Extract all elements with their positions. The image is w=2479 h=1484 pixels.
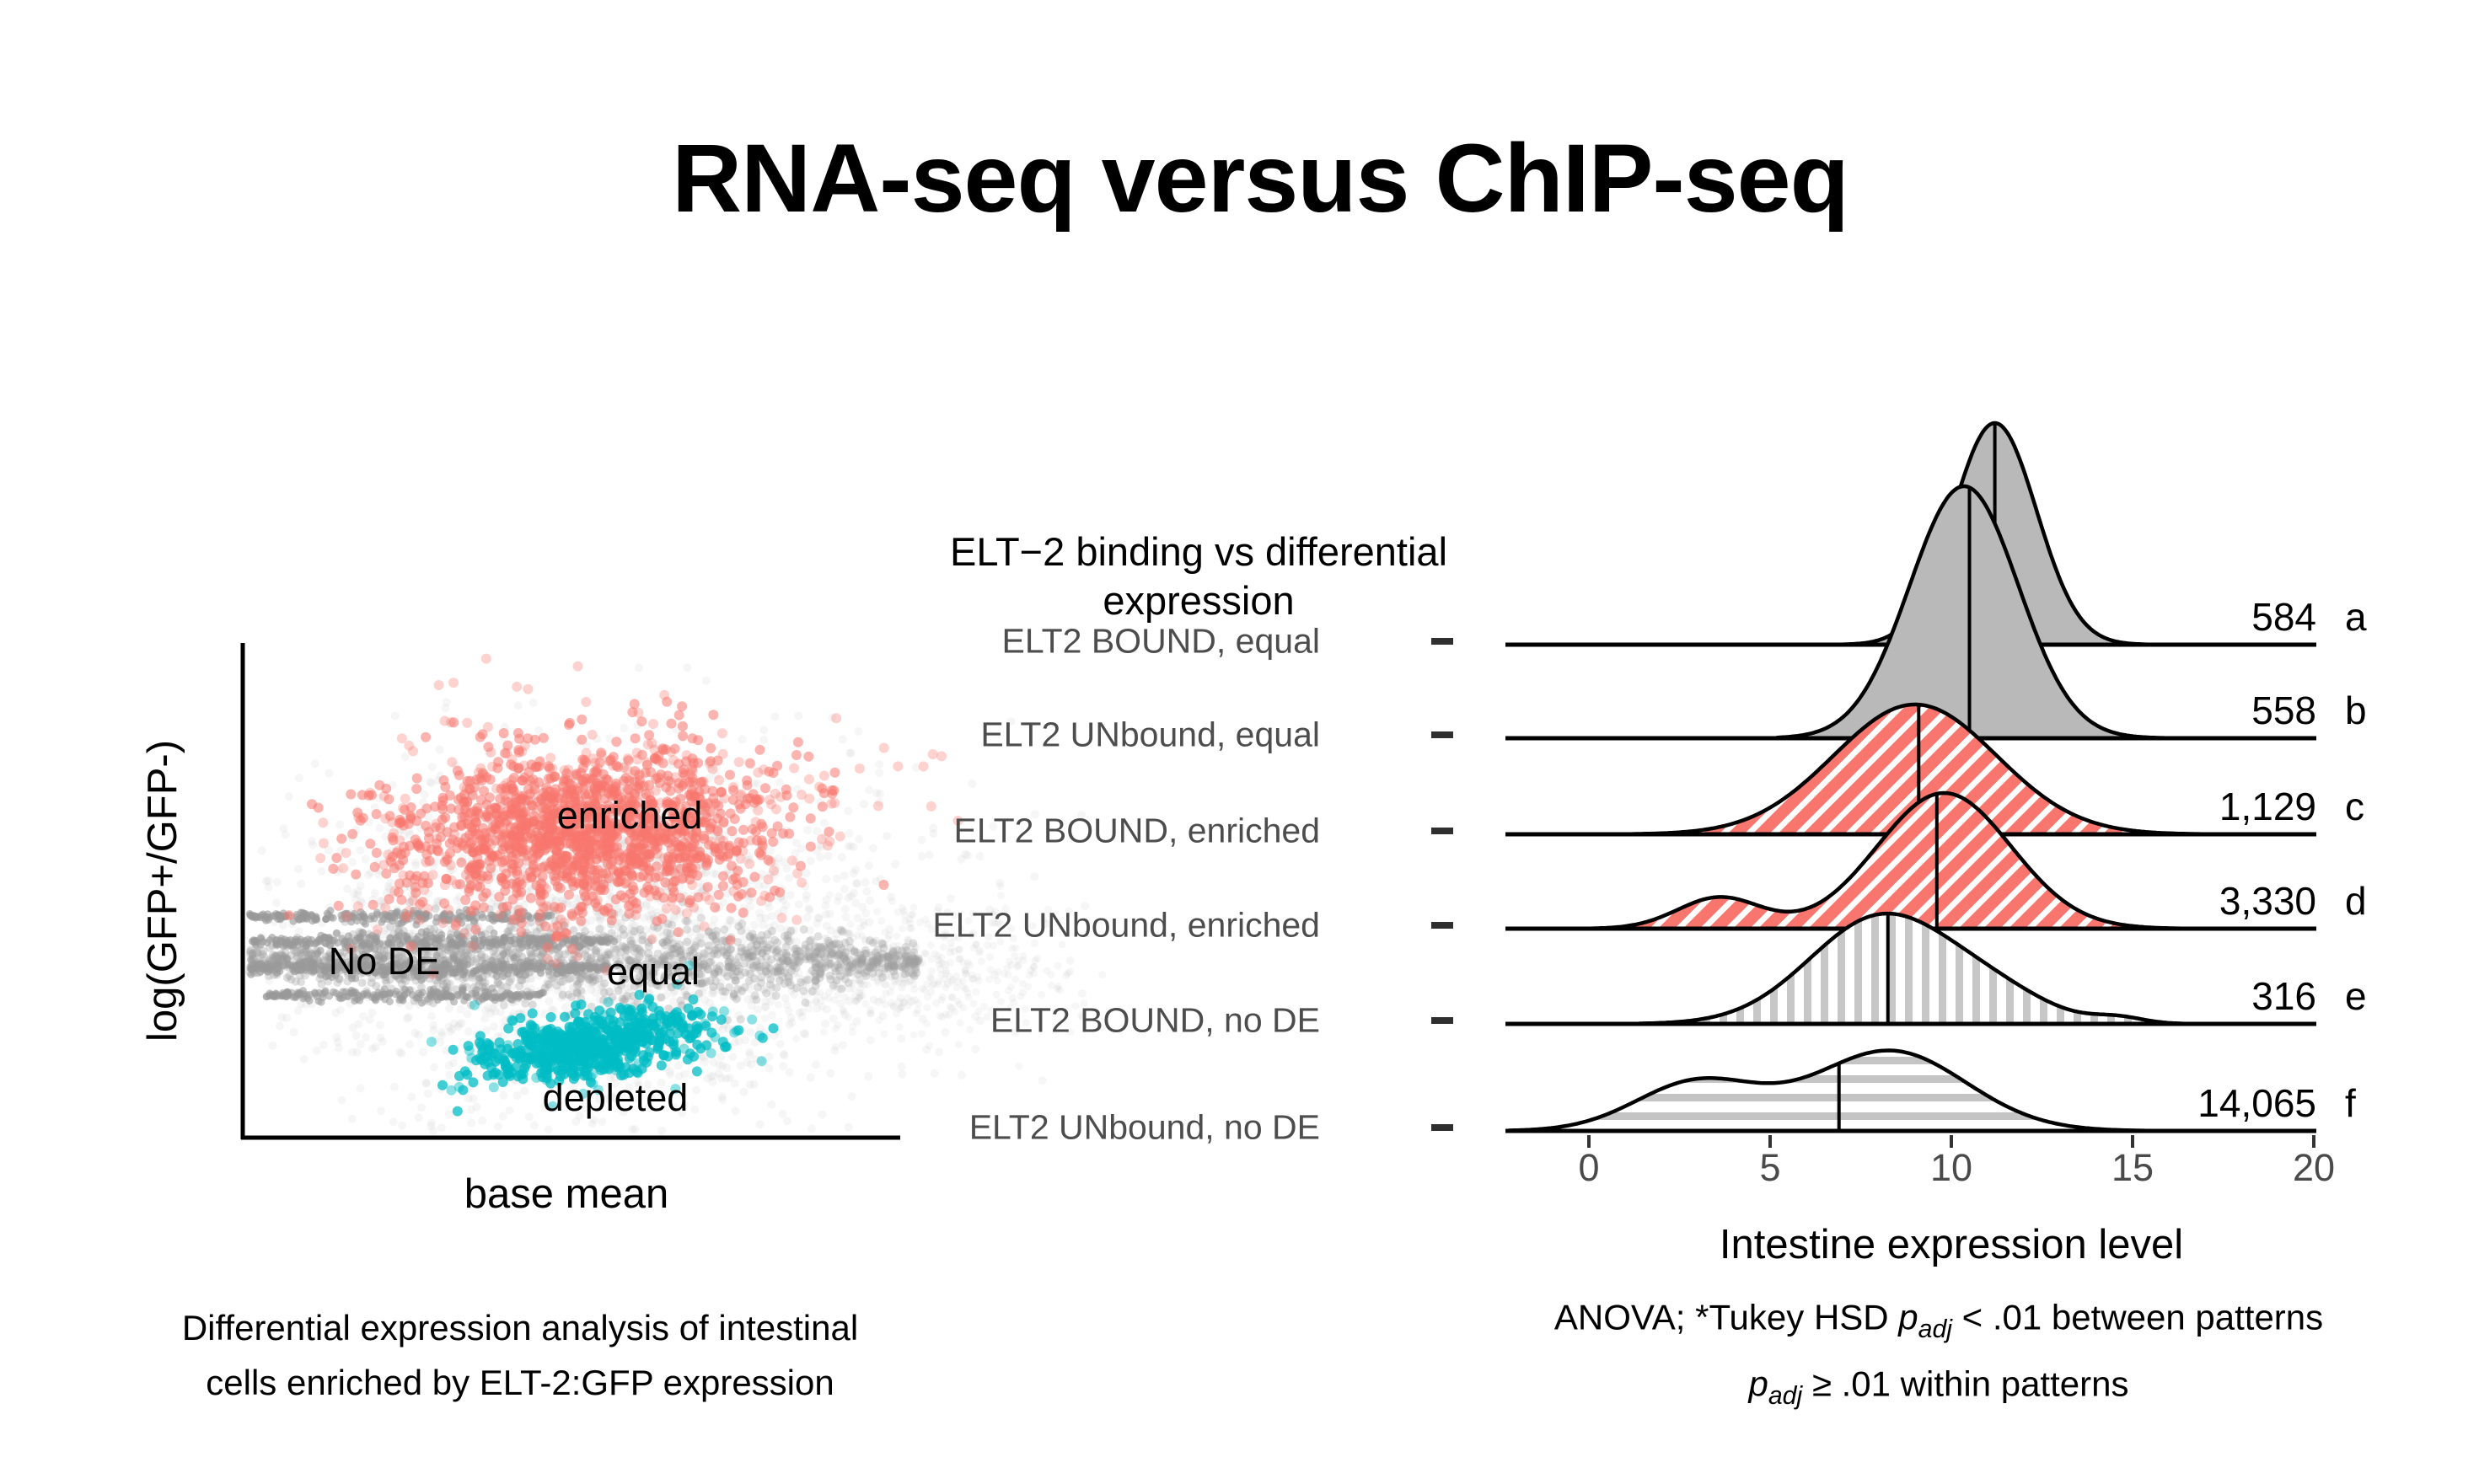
ridge-x-tick-label-5: 5 <box>1759 1146 1781 1189</box>
scatter-axes <box>240 643 900 1140</box>
annotation-no-de: No DE <box>328 940 441 983</box>
ridge-count-b: 558 <box>2251 688 2316 732</box>
ridge-row-tick-e <box>1431 1017 1453 1024</box>
ridge-density-d <box>1558 790 2229 931</box>
ridge-row-label-a: ELT2 BOUND, equal <box>1001 621 1320 661</box>
ridge-row-b <box>1505 484 2316 741</box>
ridge-count-d: 3,330 <box>2219 879 2316 923</box>
ridge-row-label-c: ELT2 BOUND, enriched <box>953 811 1320 850</box>
ridge-letter-f: f <box>2345 1081 2356 1125</box>
ridge-count-a: 584 <box>2251 595 2316 639</box>
stats-caption: ANOVA; *Tukey HSD padj < .01 between pat… <box>1554 1290 2323 1424</box>
scatter-caption-line1: Differential expression analysis of inte… <box>181 1308 859 1347</box>
ridge-row-label-f: ELT2 UNbound, no DE <box>969 1107 1320 1147</box>
stats-caption-p1: p <box>1898 1297 1918 1337</box>
stats-caption-sub2: adj <box>1768 1382 1803 1411</box>
stats-caption-prefix: ANOVA; *Tukey HSD <box>1553 1297 1899 1337</box>
no-de-streak-2 <box>248 927 619 955</box>
ridge-row-label-b: ELT2 UNbound, equal <box>980 715 1320 754</box>
ridge-row-tick-d <box>1431 922 1453 929</box>
ridge-panel-title-line1: ELT−2 binding vs differential <box>949 529 1448 574</box>
page-title: RNA-seq versus ChIP-seq <box>672 125 1849 233</box>
no-de-streak-3 <box>246 950 610 984</box>
stats-caption-line1: ANOVA; *Tukey HSD padj < .01 between pat… <box>1554 1290 2323 1357</box>
ridge-row-label-d: ELT2 UNbound, enriched <box>932 905 1320 945</box>
ridge-letter-e: e <box>2345 974 2367 1018</box>
ridge-count-c: 1,129 <box>2219 785 2316 828</box>
scatter-caption-line2: cells enriched by ELT-2:GFP expression <box>206 1363 834 1402</box>
scatter-caption: Differential expression analysis of inte… <box>182 1300 858 1410</box>
ridge-row-e <box>1505 911 2316 1026</box>
ridge-row-d <box>1505 790 2316 931</box>
ridgeline-ridges <box>1505 421 2316 1133</box>
ridge-density-e <box>1637 911 2193 1026</box>
ridge-x-tick-label-0: 0 <box>1578 1146 1600 1189</box>
ridge-row-tick-c <box>1431 828 1453 834</box>
annotation-depleted: depleted <box>542 1076 689 1119</box>
ridgeline-axis-ticks <box>1587 1135 2315 1148</box>
ridge-letter-c: c <box>2345 785 2364 828</box>
scatter-x-axis-label: base mean <box>464 1171 669 1217</box>
ridge-letter-d: d <box>2345 879 2367 923</box>
stats-caption-sub1: adj <box>1918 1315 1953 1343</box>
depleted-core <box>437 989 779 1117</box>
ridge-letter-a: a <box>2345 595 2367 639</box>
ridge-row-tick-f <box>1431 1124 1453 1131</box>
stats-caption-rest1: < .01 between patterns <box>1952 1297 2324 1337</box>
annotation-equal: equal <box>606 950 700 993</box>
ridge-count-e: 316 <box>2251 974 2316 1018</box>
stats-caption-line2: padj ≥ .01 within patterns <box>1554 1357 2323 1423</box>
background-fringe-right <box>680 842 1107 1070</box>
stats-caption-rest2: ≥ .01 within patterns <box>1802 1364 2129 1404</box>
ridge-panel-title-line2: expression <box>1103 578 1295 623</box>
ridge-row-f <box>1505 1048 2316 1133</box>
ridge-letter-b: b <box>2345 688 2367 732</box>
stats-caption-p2: p <box>1748 1364 1768 1404</box>
ridge-x-tick-label-20: 20 <box>2292 1146 2336 1189</box>
scatter-y-axis-label: log(GFP+/GFP-) <box>140 739 185 1042</box>
no-de-streak-4 <box>262 984 547 1007</box>
ridge-x-axis-label: Intestine expression level <box>1719 1222 2184 1267</box>
ridge-count-f: 14,065 <box>2197 1081 2316 1125</box>
ridge-row-label-e: ELT2 BOUND, no DE <box>990 1000 1320 1040</box>
annotation-enriched: enriched <box>556 794 703 837</box>
ridge-x-tick-label-10: 10 <box>1929 1146 1973 1189</box>
enriched-core <box>283 696 889 955</box>
ridge-row-tick-a <box>1431 638 1453 645</box>
ridge-row-tick-b <box>1431 731 1453 738</box>
scatter-plot <box>245 653 1107 1135</box>
ridge-density-b <box>1775 484 2193 741</box>
ridge-density-f <box>1507 1048 2193 1133</box>
ridge-panel-title: ELT−2 binding vs differential expression <box>950 528 1447 625</box>
ridge-x-tick-label-15: 15 <box>2111 1146 2154 1189</box>
